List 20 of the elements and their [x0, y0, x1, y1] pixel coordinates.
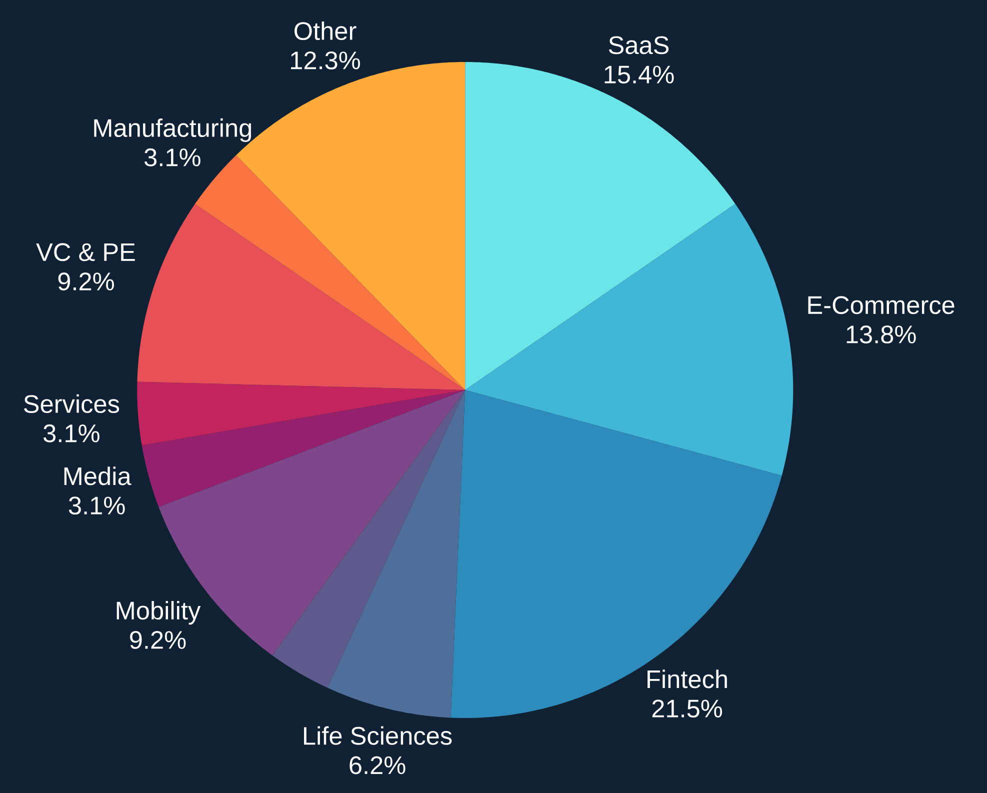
- data-label: 3.1%: [44, 424, 100, 442]
- data-label: 3.1%: [68, 496, 125, 514]
- data-label: 13.8%: [846, 325, 916, 344]
- data-label: 9.2%: [130, 630, 186, 649]
- slice-label: Other: [294, 21, 356, 40]
- slice-label: VC & PE: [36, 243, 135, 262]
- slice-label: E-Commerce: [808, 296, 954, 314]
- data-label: 9.2%: [58, 272, 114, 290]
- data-label: 6.2%: [350, 756, 406, 774]
- slice-label: Fintech: [648, 670, 727, 688]
- data-label: 3.1%: [144, 148, 200, 166]
- slice-label: Life Sciences: [304, 726, 452, 745]
- slice-label: Services: [24, 394, 120, 413]
- data-label: 15.4%: [604, 66, 674, 84]
- slice-label: SaaS: [608, 36, 669, 54]
- slice-label: Mobility: [116, 600, 201, 625]
- slice-label: Manufacturing: [94, 118, 252, 142]
- slice-label: Media: [64, 466, 132, 486]
- data-label: 21.5%: [652, 700, 722, 718]
- data-label: 12.3%: [291, 51, 360, 70]
